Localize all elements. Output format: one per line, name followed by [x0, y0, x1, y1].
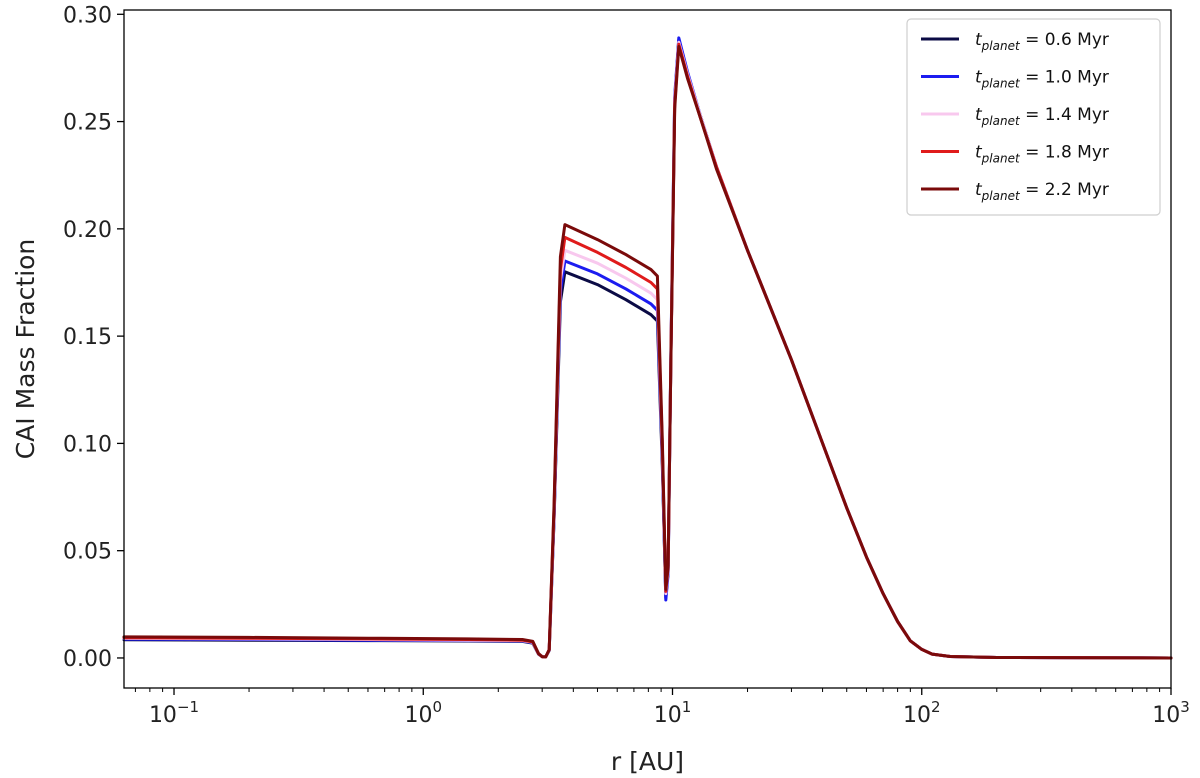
- legend-value: = 0.6 Myr: [1020, 30, 1109, 50]
- legend-symbol: t: [975, 143, 983, 163]
- plot-frame: [123, 9, 1172, 689]
- x-tick-label: 10−1: [149, 698, 199, 728]
- y-tick-label: 0.30: [63, 3, 112, 28]
- legend-value: = 2.2 Myr: [1020, 180, 1109, 200]
- legend-symbol: t: [975, 30, 983, 50]
- x-tick-label: 101: [654, 698, 692, 728]
- x-tick-exponent: 2: [931, 698, 941, 716]
- x-tick-base: 10: [654, 703, 682, 728]
- legend-subscript: planet: [981, 114, 1021, 128]
- x-tick-exponent: 3: [1180, 698, 1190, 716]
- series-line-4: [122, 45, 1173, 660]
- legend-box: [906, 18, 1161, 216]
- y-axis: 0.00 0.05 0.10 0.15 0.20 0.25 0.30: [63, 3, 124, 672]
- legend-subscript: planet: [981, 39, 1021, 53]
- x-tick-base: 10: [1152, 703, 1180, 728]
- y-axis-label: CAI Mass Fraction: [11, 239, 40, 460]
- legend-entry-2: tplanet = 1.4 Myr: [975, 105, 1109, 128]
- x-tick-label: 103: [1152, 698, 1190, 728]
- y-tick-label: 0.15: [63, 325, 112, 350]
- x-tick-exponent: −1: [177, 698, 199, 716]
- legend-entry-4: tplanet = 2.2 Myr: [975, 180, 1109, 203]
- legend-symbol: t: [975, 105, 983, 125]
- x-tick-base: 10: [404, 703, 432, 728]
- series-layer: [122, 36, 1173, 660]
- x-tick-exponent: 0: [432, 698, 442, 716]
- legend-symbol: t: [975, 180, 983, 200]
- legend-value: = 1.8 Myr: [1020, 143, 1109, 163]
- x-tick-label: 100: [404, 698, 442, 728]
- legend-entry-1: tplanet = 1.0 Myr: [975, 68, 1109, 91]
- y-tick-label: 0.05: [63, 540, 112, 565]
- legend-subscript: planet: [981, 152, 1021, 166]
- legend-entry-0: tplanet = 0.6 Myr: [975, 30, 1109, 53]
- legend-subscript: planet: [981, 77, 1021, 91]
- x-tick-base: 10: [149, 703, 177, 728]
- x-tick-base: 10: [903, 703, 931, 728]
- legend-subscript: planet: [981, 189, 1021, 203]
- legend-value: = 1.0 Myr: [1020, 68, 1109, 88]
- y-tick-label: 0.00: [63, 647, 112, 672]
- x-tick-exponent: 1: [682, 698, 692, 716]
- y-tick-label: 0.25: [63, 111, 112, 136]
- x-tick-label: 102: [903, 698, 941, 728]
- legend-entry-3: tplanet = 1.8 Myr: [975, 143, 1109, 166]
- legend-value: = 1.4 Myr: [1020, 105, 1109, 125]
- y-tick-label: 0.20: [63, 218, 112, 243]
- x-axis: 10−1 100 101 102 103: [134, 688, 1190, 728]
- legend-symbol: t: [975, 68, 983, 88]
- y-tick-label: 0.10: [63, 432, 112, 457]
- x-axis-label: r [AU]: [611, 747, 684, 776]
